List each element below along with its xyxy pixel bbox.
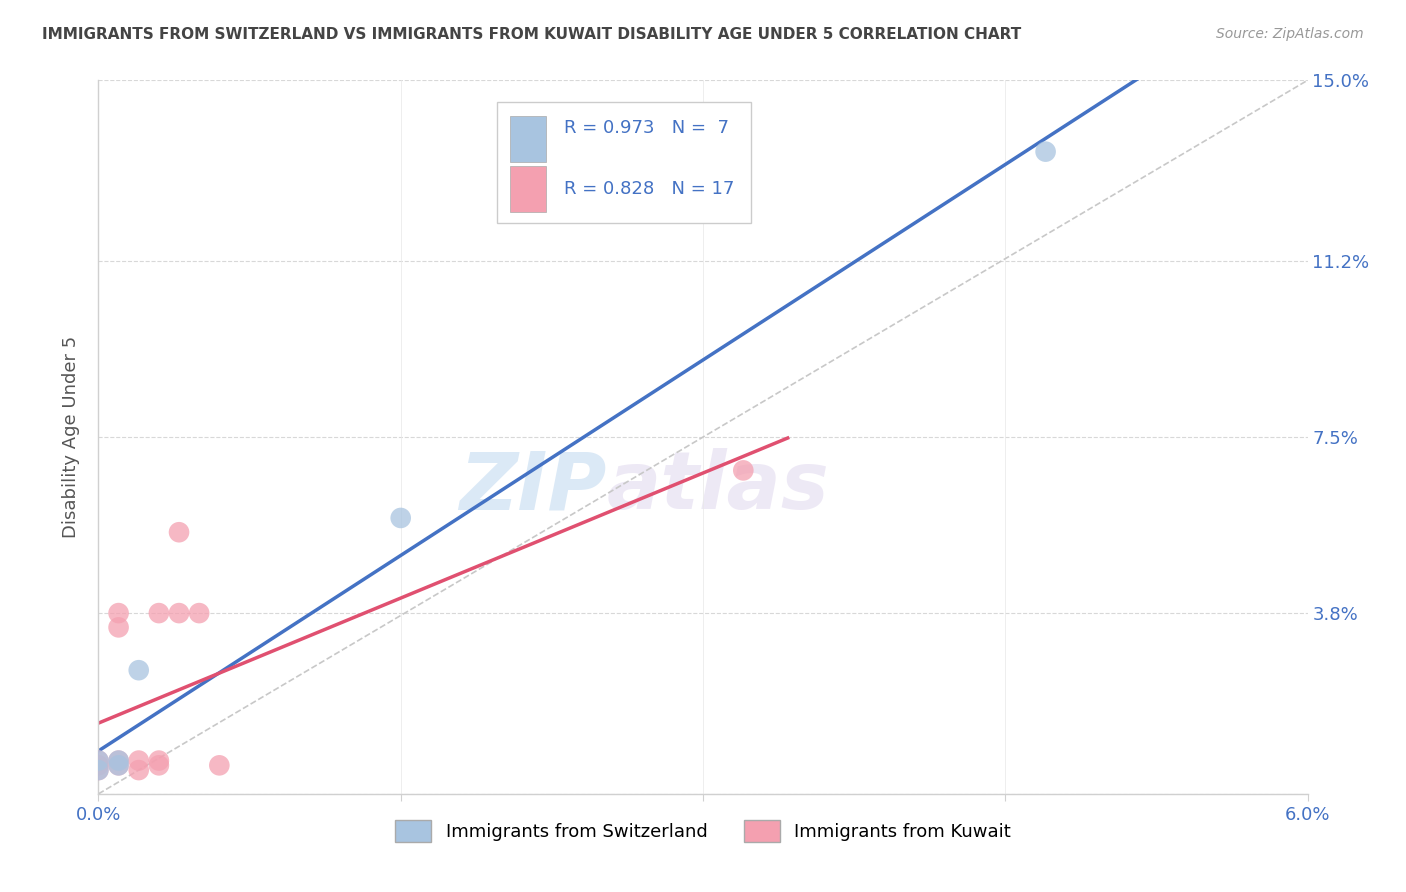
Point (167, 606, 190, 620)
Bar (509, 116, 546, 162)
Point (733, 463, 755, 477)
Point (1035, 145, 1057, 159)
Point (87, 758, 110, 772)
FancyBboxPatch shape (498, 102, 751, 223)
Point (167, 525, 190, 540)
Point (107, 754, 129, 768)
Point (87, 763, 110, 777)
Text: IMMIGRANTS FROM SWITZERLAND VS IMMIGRANTS FROM KUWAIT DISABILITY AGE UNDER 5 COR: IMMIGRANTS FROM SWITZERLAND VS IMMIGRANT… (42, 27, 1021, 42)
Point (188, 606, 211, 620)
Point (128, 754, 150, 768)
Point (87, 754, 110, 768)
Point (389, 511, 412, 525)
Text: atlas: atlas (606, 448, 830, 526)
Point (148, 606, 170, 620)
Point (107, 754, 129, 768)
Text: R = 0.973   N =  7: R = 0.973 N = 7 (564, 120, 728, 137)
Text: Source: ZipAtlas.com: Source: ZipAtlas.com (1216, 27, 1364, 41)
Point (128, 763, 150, 777)
Point (208, 758, 231, 772)
Bar (509, 166, 546, 212)
Point (148, 758, 170, 772)
Point (107, 606, 129, 620)
Point (107, 758, 129, 772)
Point (107, 758, 129, 772)
Point (87, 763, 110, 777)
Point (128, 663, 150, 677)
Point (107, 620, 129, 634)
Y-axis label: Disability Age Under 5: Disability Age Under 5 (62, 336, 80, 538)
Point (87, 754, 110, 768)
Point (148, 754, 170, 768)
Text: ZIP: ZIP (458, 448, 606, 526)
Text: R = 0.828   N = 17: R = 0.828 N = 17 (564, 180, 734, 198)
Legend: Immigrants from Switzerland, Immigrants from Kuwait: Immigrants from Switzerland, Immigrants … (388, 813, 1018, 849)
